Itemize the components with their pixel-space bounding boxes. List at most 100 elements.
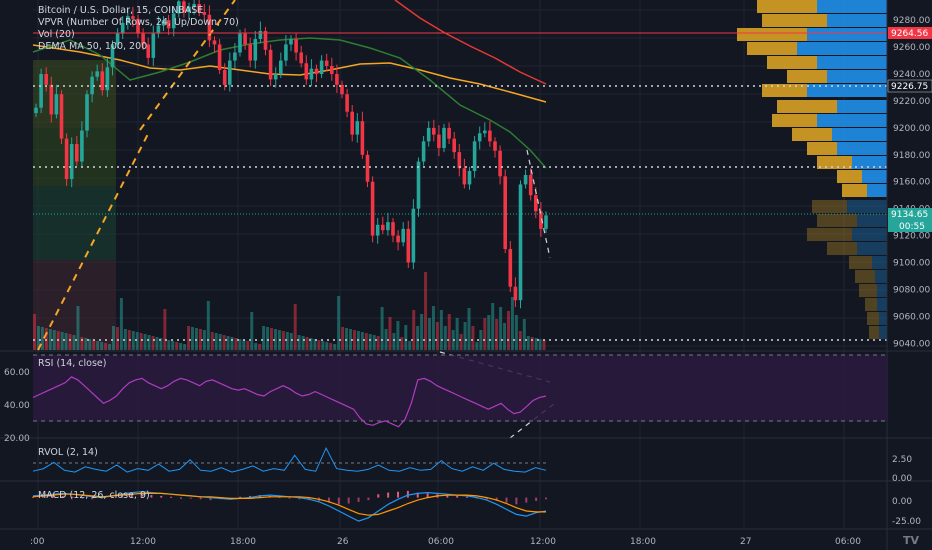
vpvr-down-row: [869, 326, 879, 339]
macd-hist-bar: [239, 496, 242, 498]
volume-bar: [266, 327, 270, 350]
macd-hist-bar: [347, 497, 350, 504]
candle-body: [345, 94, 349, 112]
trend-lines[interactable]: [37, 0, 236, 351]
candle-body: [64, 138, 69, 180]
volume-bar: [104, 343, 108, 350]
price-tag-9264: 9264.56: [888, 27, 932, 39]
volume-bar: [163, 309, 167, 350]
price-tick: 9040.00: [893, 339, 930, 349]
macd-hist-bar: [51, 495, 54, 498]
candle-body: [534, 195, 538, 212]
candle-body: [294, 39, 298, 53]
candle-body: [34, 107, 38, 114]
volume-bar: [412, 310, 416, 350]
volume-bar: [44, 328, 48, 350]
macd-hist-bar: [545, 497, 547, 500]
volume-bar: [48, 329, 52, 350]
rsi-tick-20: 20.00: [4, 434, 30, 444]
time-tick: 06:00: [428, 537, 454, 547]
price-tag-9264-text: 9264.56: [891, 29, 928, 39]
vpvr-up-row: [847, 200, 887, 213]
macd-hist-bar: [288, 497, 291, 499]
volume-bar: [309, 338, 313, 350]
price-tick: 9120.00: [893, 232, 930, 242]
candle-body: [171, 13, 176, 29]
candle-body: [381, 224, 385, 231]
volume-bar: [416, 326, 420, 350]
vpvr-down-row: [767, 56, 817, 69]
vpvr-down-row: [757, 0, 817, 13]
vpvr-down-row: [807, 228, 852, 241]
candle-body: [539, 211, 543, 229]
ma50-line: [32, 37, 547, 169]
volume-bar: [254, 343, 258, 350]
macd-hist-bar: [130, 495, 133, 498]
volume-bar: [262, 326, 266, 350]
volume-bar: [135, 332, 139, 350]
candle-body: [289, 39, 293, 45]
candle-body: [100, 71, 105, 91]
countdown-text: 00:55: [899, 222, 925, 232]
volume-bar: [459, 334, 463, 350]
indicator-label-vol[interactable]: Vol (20): [38, 29, 75, 40]
volume-bar: [36, 326, 40, 350]
macd-hist-bar: [110, 496, 113, 498]
vpvr-down-row: [827, 242, 857, 255]
candle-body: [161, 20, 166, 26]
volume-bar: [258, 344, 262, 350]
macd-hist-bar: [456, 495, 459, 498]
volume-bar: [250, 312, 254, 350]
volume-bar: [246, 341, 250, 350]
price-candles: [34, 0, 548, 309]
candle-body: [284, 44, 288, 61]
volume-bar: [119, 298, 123, 350]
candle-body: [386, 222, 390, 231]
macd-hist-bar: [179, 497, 182, 499]
macd-hist-bar: [32, 496, 34, 498]
candle-body: [335, 74, 339, 85]
price-tick: 9160.00: [893, 178, 930, 188]
macd-hist-bar: [495, 497, 498, 501]
volume-bar: [431, 306, 435, 350]
candle-body: [69, 144, 74, 180]
symbol-title[interactable]: Bitcoin / U.S. Dollar, 15, COINBASE: [38, 5, 203, 16]
vpvr-up-row: [872, 256, 887, 269]
macd-label[interactable]: MACD (12, 26, close, 9): [38, 490, 150, 501]
rvol-label[interactable]: RVOL (2, 14): [38, 447, 98, 458]
candle-body: [375, 224, 380, 236]
volume-bar: [313, 339, 317, 350]
candle-body: [523, 175, 528, 185]
price-tag-9226: 9226.75: [887, 79, 932, 93]
volume-bar: [435, 322, 439, 350]
volume-bar: [72, 335, 76, 350]
indicator-label-dema[interactable]: DEMA MA 50, 100, 200: [38, 41, 147, 52]
candle-body: [330, 65, 334, 75]
candle-body: [166, 20, 171, 29]
vpvr-up-row: [877, 284, 887, 297]
candle-body: [59, 94, 64, 139]
volume-bar: [92, 340, 96, 350]
candle-body: [187, 6, 191, 13]
volume-bar: [455, 318, 459, 350]
wedge-lines[interactable]: [439, 149, 556, 439]
rsi-label[interactable]: RSI (14, close): [38, 358, 106, 369]
time-axis[interactable]: :00 12:00 18:00 26 06:00 12:00 18:00 27 06:00: [30, 537, 861, 547]
candle-body: [177, 1, 181, 14]
vpvr-down-row: [762, 14, 827, 27]
volume-bar: [510, 297, 514, 350]
tradingview-logo[interactable]: TV: [903, 534, 920, 547]
indicator-label-vpvr[interactable]: VPVR (Number Of Rows, 24, Up/Down, 70): [38, 17, 239, 28]
candle-body: [411, 208, 416, 263]
volume-bar: [64, 333, 68, 350]
price-tick: 9220.00: [893, 97, 930, 107]
candle-body: [54, 94, 59, 115]
vpvr-down-row: [842, 184, 867, 197]
volume-bar: [360, 332, 364, 350]
volume-bar: [198, 329, 202, 350]
rsi-tick-40: 40.00: [4, 401, 30, 411]
vpvr-up-row: [807, 84, 887, 97]
time-tick: 18:00: [230, 537, 256, 547]
candle-body: [406, 228, 411, 263]
